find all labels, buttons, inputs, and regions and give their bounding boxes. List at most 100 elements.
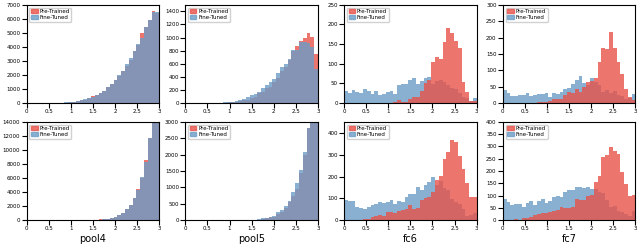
Bar bbox=[548, 97, 552, 103]
Bar bbox=[446, 85, 450, 103]
Bar bbox=[624, 99, 628, 103]
Bar bbox=[582, 200, 586, 220]
Bar bbox=[586, 82, 590, 103]
Bar bbox=[563, 192, 567, 220]
Bar bbox=[299, 41, 303, 103]
Bar bbox=[548, 212, 552, 220]
Bar bbox=[121, 71, 125, 103]
Bar bbox=[132, 198, 136, 220]
Bar bbox=[227, 102, 231, 103]
Bar bbox=[594, 82, 598, 103]
Bar bbox=[545, 102, 548, 103]
Bar bbox=[269, 82, 273, 103]
Bar bbox=[110, 218, 114, 220]
Bar bbox=[344, 91, 348, 103]
Bar bbox=[443, 188, 446, 220]
Bar bbox=[401, 102, 404, 103]
Bar bbox=[541, 199, 545, 220]
Bar bbox=[420, 190, 424, 220]
Bar bbox=[428, 77, 431, 103]
Bar bbox=[76, 101, 79, 103]
Bar bbox=[548, 101, 552, 103]
Bar bbox=[401, 84, 404, 103]
Bar bbox=[287, 201, 291, 220]
Bar bbox=[560, 92, 563, 103]
Bar bbox=[412, 194, 416, 220]
Bar bbox=[129, 205, 132, 220]
X-axis label: pool4: pool4 bbox=[79, 234, 106, 244]
Bar bbox=[552, 93, 556, 103]
Bar bbox=[310, 37, 314, 103]
Bar bbox=[110, 83, 114, 103]
Bar bbox=[287, 59, 291, 103]
Bar bbox=[609, 93, 612, 103]
Bar bbox=[579, 76, 582, 103]
Bar bbox=[303, 152, 307, 220]
Bar bbox=[394, 204, 397, 220]
X-axis label: pool5: pool5 bbox=[238, 234, 265, 244]
Bar bbox=[351, 90, 355, 103]
Bar bbox=[371, 94, 374, 103]
Bar bbox=[118, 76, 121, 103]
Bar bbox=[458, 48, 461, 103]
Bar bbox=[632, 211, 636, 220]
Bar bbox=[624, 89, 628, 103]
Bar bbox=[616, 95, 620, 103]
Bar bbox=[582, 187, 586, 220]
Bar bbox=[428, 197, 431, 220]
Bar bbox=[620, 96, 624, 103]
Bar bbox=[235, 102, 238, 103]
Bar bbox=[273, 82, 276, 103]
Bar bbox=[408, 99, 412, 103]
Bar bbox=[386, 92, 390, 103]
Legend: Pre-Trained, Fine-Tuned: Pre-Trained, Fine-Tuned bbox=[29, 125, 71, 139]
Bar bbox=[102, 91, 106, 103]
Bar bbox=[68, 102, 72, 103]
Bar bbox=[397, 211, 401, 220]
Bar bbox=[511, 96, 514, 103]
Bar bbox=[412, 97, 416, 103]
Bar bbox=[83, 99, 87, 103]
Bar bbox=[552, 211, 556, 220]
Bar bbox=[261, 218, 265, 220]
Bar bbox=[307, 33, 310, 103]
Bar bbox=[612, 91, 616, 103]
Bar bbox=[136, 190, 140, 220]
Bar bbox=[579, 186, 582, 220]
Bar bbox=[525, 203, 529, 220]
Bar bbox=[473, 98, 477, 103]
Bar bbox=[295, 46, 299, 103]
Bar bbox=[246, 100, 250, 103]
Bar bbox=[575, 89, 579, 103]
Bar bbox=[443, 159, 446, 220]
Bar bbox=[469, 101, 473, 103]
Legend: Pre-Trained, Fine-Tuned: Pre-Trained, Fine-Tuned bbox=[188, 8, 230, 22]
Bar bbox=[382, 94, 386, 103]
Bar bbox=[575, 187, 579, 220]
Bar bbox=[378, 95, 382, 103]
Bar bbox=[397, 201, 401, 220]
Bar bbox=[314, 54, 318, 103]
Bar bbox=[469, 101, 473, 103]
Bar bbox=[363, 219, 367, 220]
Bar bbox=[431, 177, 435, 220]
Bar bbox=[612, 151, 616, 220]
Bar bbox=[439, 80, 443, 103]
Bar bbox=[382, 216, 386, 220]
Bar bbox=[253, 94, 257, 103]
Bar bbox=[261, 219, 265, 220]
Bar bbox=[428, 80, 431, 103]
Bar bbox=[450, 199, 454, 220]
Bar bbox=[571, 207, 575, 220]
Bar bbox=[537, 214, 541, 220]
Bar bbox=[424, 185, 428, 220]
Bar bbox=[152, 11, 156, 103]
Legend: Pre-Trained, Fine-Tuned: Pre-Trained, Fine-Tuned bbox=[506, 8, 548, 22]
Bar bbox=[231, 102, 235, 103]
Bar bbox=[99, 93, 102, 103]
Bar bbox=[416, 208, 420, 220]
Bar bbox=[514, 96, 518, 103]
Bar bbox=[310, 93, 314, 220]
Bar bbox=[359, 208, 363, 220]
Bar bbox=[598, 176, 602, 220]
